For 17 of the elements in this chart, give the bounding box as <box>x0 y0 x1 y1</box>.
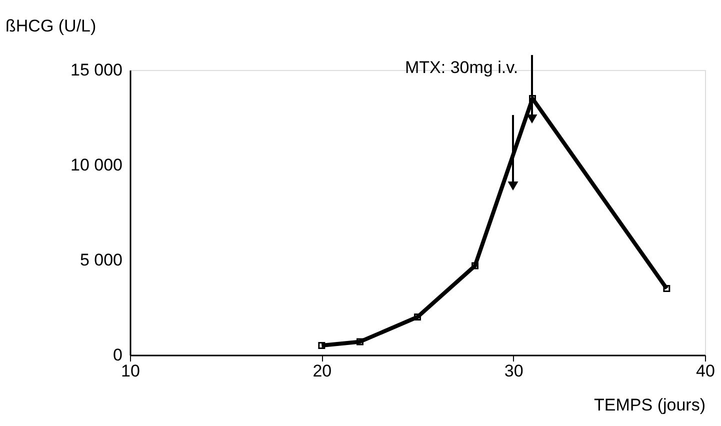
x-axis-title: TEMPS (jours) <box>594 396 706 414</box>
y-tick-label: 15 000 <box>70 60 122 80</box>
point <box>414 314 421 320</box>
point <box>318 342 326 349</box>
x-tick-label: 20 <box>312 362 332 380</box>
x-tick-label: 30 <box>504 362 524 380</box>
point <box>356 338 364 346</box>
x-tick-label: 10 <box>121 362 140 380</box>
y-tick-label: 0 <box>113 346 122 364</box>
point <box>663 285 670 292</box>
annotation: MTX: 30mg i.v. <box>405 58 518 77</box>
y-axis-title: ßHCG (U/L) <box>6 16 96 36</box>
point <box>472 262 478 270</box>
y-tick-label: 5 000 <box>80 250 122 270</box>
x-tick-label: 40 <box>696 362 715 380</box>
point <box>529 95 536 102</box>
y-tick-label: 10 000 <box>70 156 122 174</box>
